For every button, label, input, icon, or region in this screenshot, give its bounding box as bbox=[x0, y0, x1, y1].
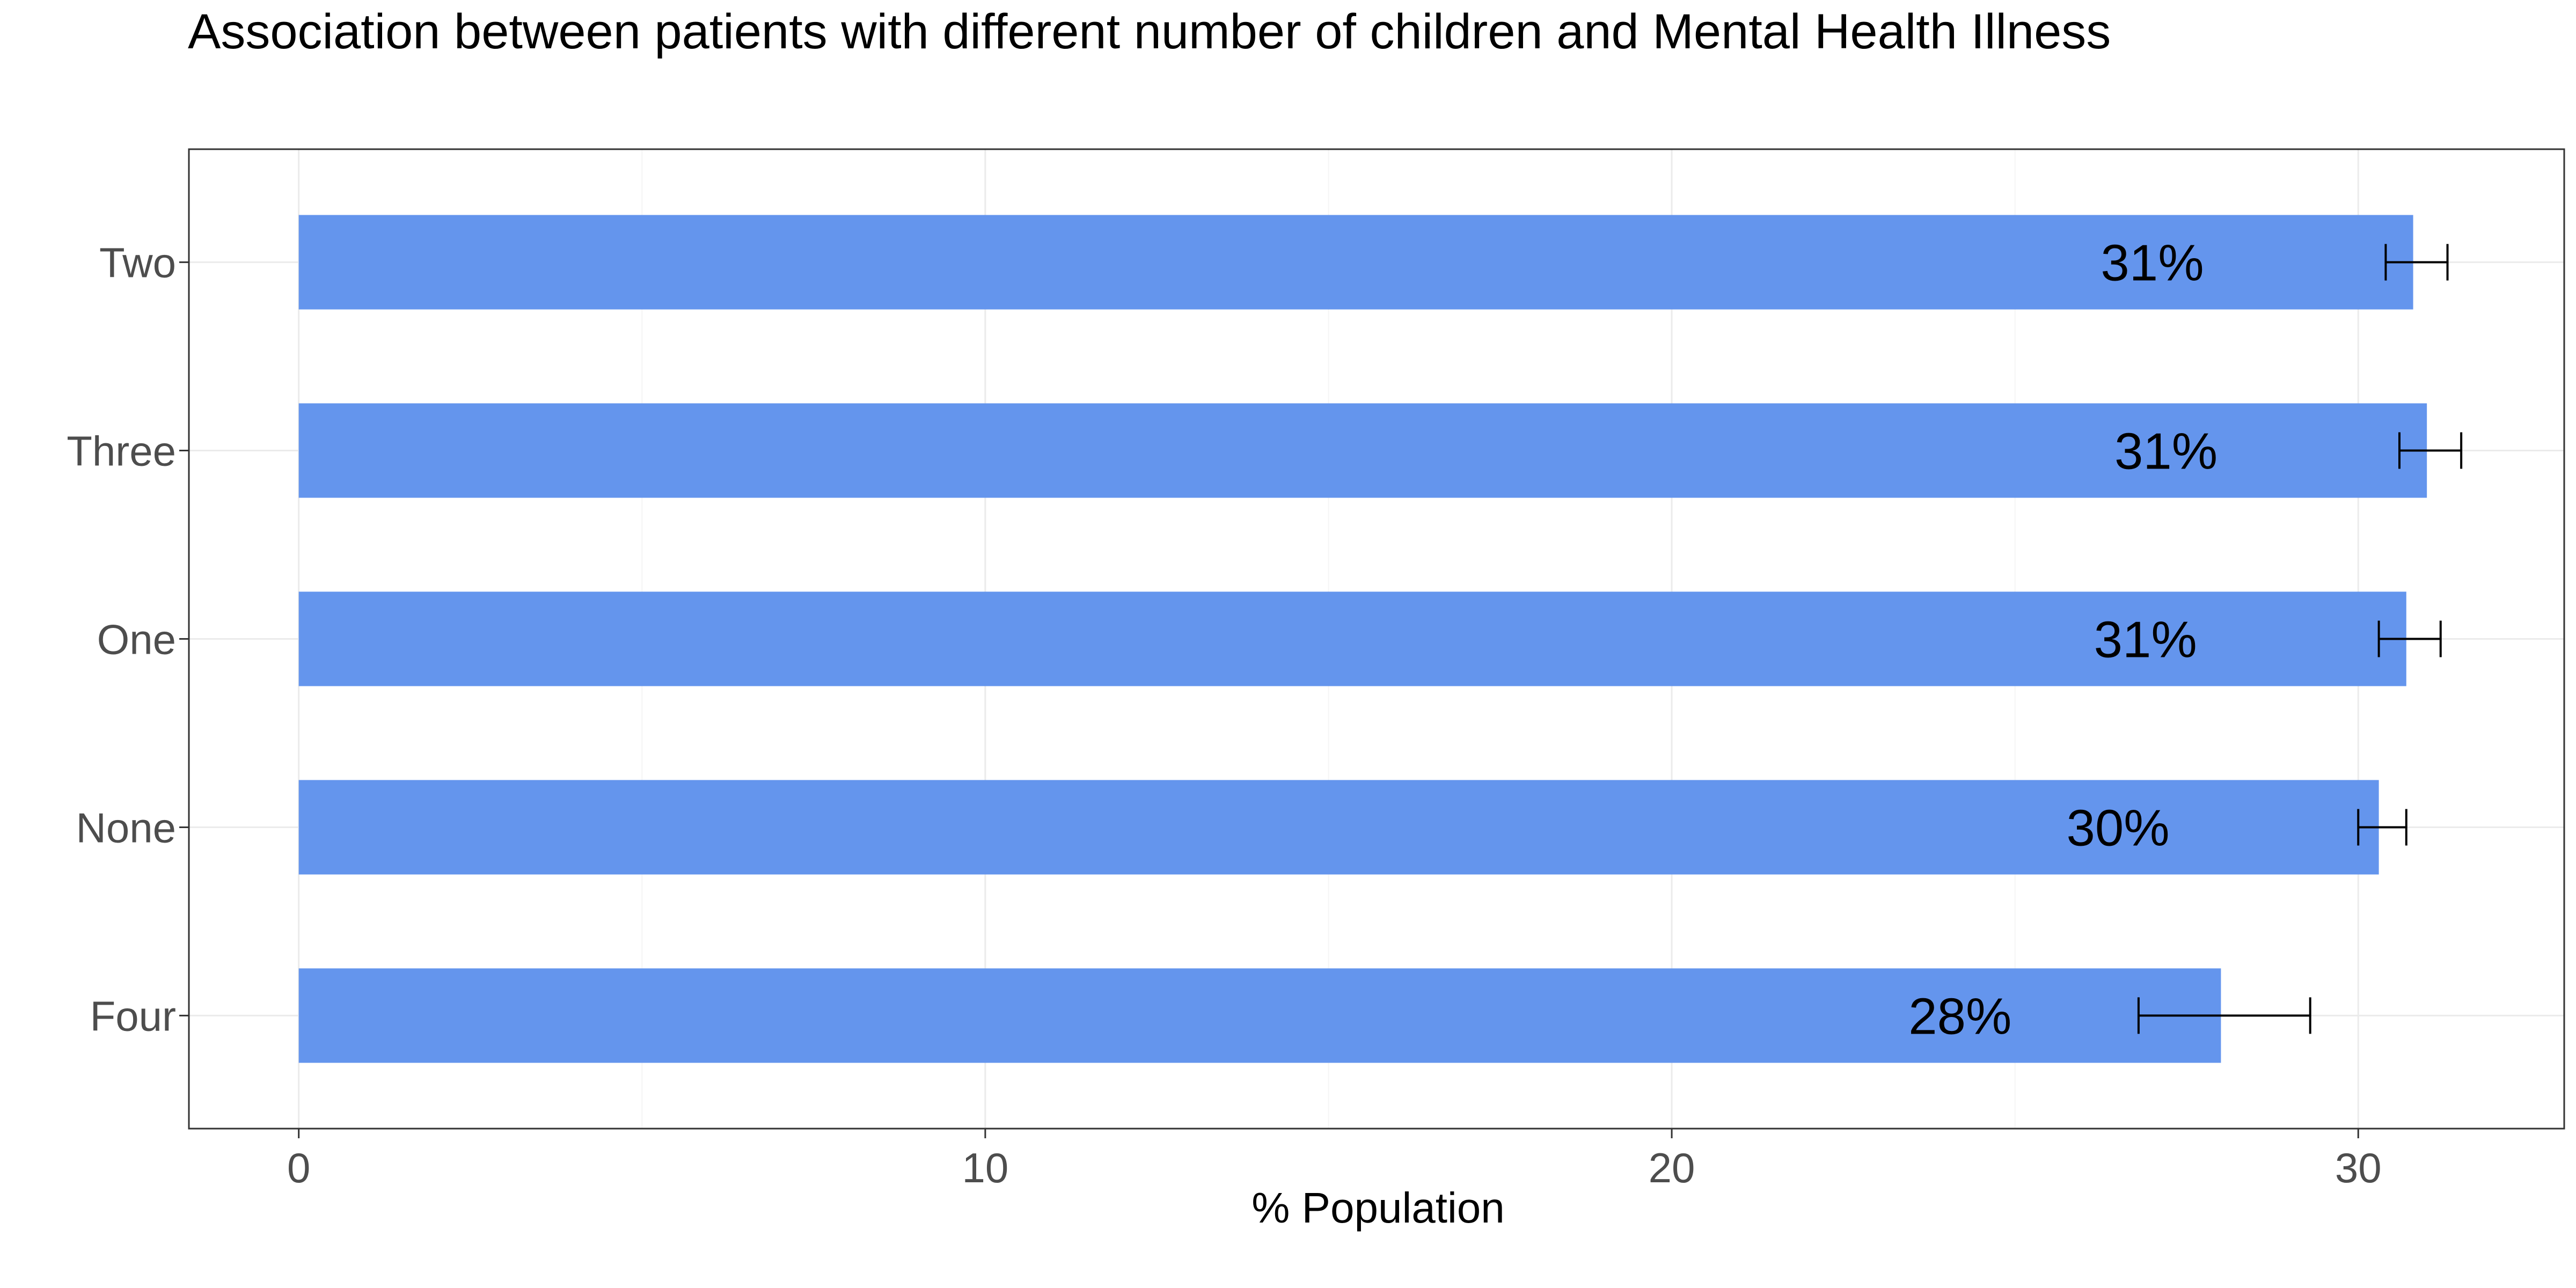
plot-panel: 31% 31% 31% 30% 28% Two Three One None Four 0 10 20 3… bbox=[67, 148, 2565, 1191]
data-label: 31% bbox=[2094, 611, 2197, 669]
bar-none bbox=[298, 780, 2379, 875]
bar-four bbox=[298, 968, 2221, 1063]
bar-three bbox=[298, 403, 2427, 498]
x-tick-label: 30 bbox=[2335, 1144, 2382, 1191]
x-tick-label: 20 bbox=[1649, 1144, 1695, 1191]
y-tick-label: Three bbox=[67, 428, 176, 475]
x-axis-title: % Population bbox=[1252, 1184, 1504, 1232]
data-label: 31% bbox=[2101, 235, 2204, 292]
data-label: 30% bbox=[2066, 799, 2169, 857]
data-label: 31% bbox=[2114, 423, 2218, 480]
y-tick-label: Two bbox=[99, 239, 176, 287]
chart-title: Association between patients with differ… bbox=[188, 4, 2111, 59]
x-tick-label: 10 bbox=[962, 1144, 1008, 1191]
y-tick-label: One bbox=[97, 616, 176, 663]
x-tick-label: 0 bbox=[287, 1144, 310, 1191]
bar-two bbox=[298, 215, 2413, 310]
data-label: 28% bbox=[1908, 987, 2011, 1045]
y-tick-label: Four bbox=[90, 992, 176, 1040]
bar-one bbox=[298, 591, 2406, 686]
y-tick-label: None bbox=[76, 804, 176, 851]
